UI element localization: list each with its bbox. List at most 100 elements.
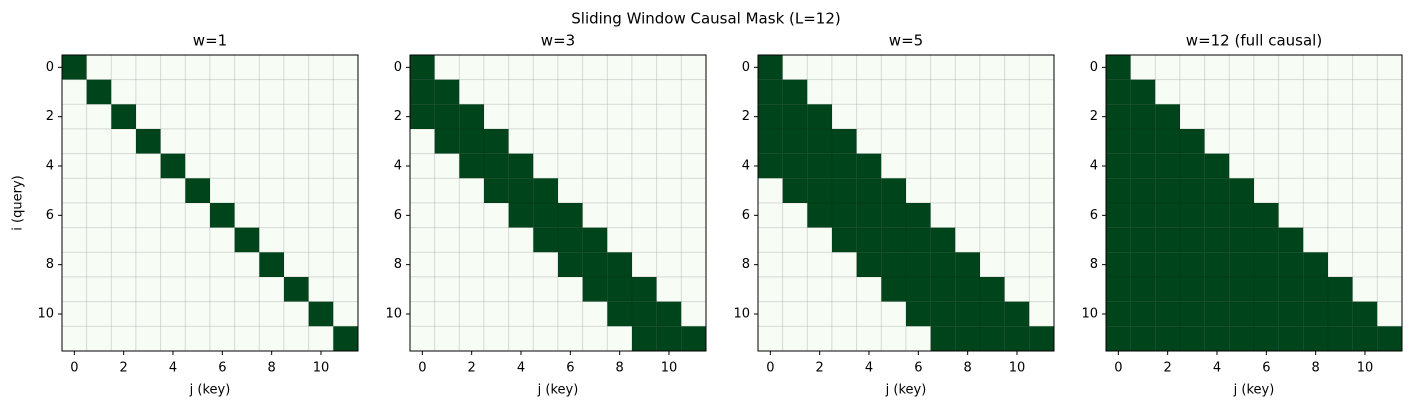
cell bbox=[782, 79, 808, 105]
cell bbox=[258, 128, 285, 155]
cell bbox=[1228, 325, 1255, 352]
cell bbox=[880, 79, 907, 105]
cell bbox=[1004, 325, 1030, 352]
x-tick-label: 2 bbox=[120, 361, 128, 376]
cell bbox=[680, 202, 707, 229]
cell bbox=[1278, 325, 1304, 352]
cell bbox=[483, 202, 510, 229]
cell bbox=[954, 79, 981, 105]
cell bbox=[110, 202, 137, 229]
cell bbox=[234, 153, 260, 179]
cell bbox=[1154, 202, 1181, 229]
cell bbox=[110, 276, 137, 303]
cell bbox=[905, 301, 932, 327]
cell bbox=[1179, 276, 1206, 303]
cell bbox=[1154, 227, 1181, 253]
cell bbox=[1179, 202, 1206, 229]
cell bbox=[258, 325, 285, 352]
cell bbox=[86, 251, 112, 278]
cell bbox=[409, 177, 436, 204]
cell bbox=[1004, 251, 1030, 278]
cell bbox=[905, 202, 932, 229]
cell bbox=[483, 153, 510, 179]
cell bbox=[110, 301, 137, 327]
cell bbox=[209, 301, 236, 327]
cell bbox=[508, 177, 534, 204]
cell bbox=[979, 301, 1006, 327]
cell bbox=[61, 276, 88, 303]
cell bbox=[557, 251, 584, 278]
cell bbox=[782, 54, 808, 81]
cell bbox=[508, 276, 534, 303]
cell bbox=[880, 103, 907, 130]
cell bbox=[979, 128, 1006, 155]
cell bbox=[508, 325, 534, 352]
cell bbox=[135, 202, 162, 229]
cell bbox=[135, 177, 162, 204]
cell bbox=[831, 251, 858, 278]
cell bbox=[880, 177, 907, 204]
cell bbox=[1204, 153, 1230, 179]
cell bbox=[856, 301, 882, 327]
cell bbox=[656, 103, 682, 130]
cell bbox=[483, 325, 510, 352]
cell bbox=[308, 128, 334, 155]
cell bbox=[880, 325, 907, 352]
cell bbox=[831, 153, 858, 179]
cell bbox=[1228, 251, 1255, 278]
cell bbox=[1302, 103, 1329, 130]
cell bbox=[1253, 227, 1280, 253]
cell bbox=[1105, 251, 1132, 278]
cell bbox=[806, 54, 833, 81]
x-tick-label: 0 bbox=[418, 361, 426, 376]
cell bbox=[1179, 177, 1206, 204]
cell bbox=[606, 301, 633, 327]
cell bbox=[61, 202, 88, 229]
cell bbox=[209, 79, 236, 105]
cell bbox=[234, 276, 260, 303]
cell bbox=[954, 128, 981, 155]
cell bbox=[656, 276, 682, 303]
cell bbox=[458, 251, 485, 278]
cell bbox=[308, 202, 334, 229]
axes-title: w=12 (full causal) bbox=[1186, 32, 1322, 50]
cell bbox=[954, 202, 981, 229]
cell bbox=[1228, 227, 1255, 253]
cell bbox=[1105, 227, 1132, 253]
cell bbox=[856, 79, 882, 105]
cell bbox=[631, 325, 658, 352]
cell bbox=[1327, 54, 1354, 81]
cell bbox=[606, 251, 633, 278]
cell bbox=[283, 202, 310, 229]
cell bbox=[880, 128, 907, 155]
axes-frame bbox=[409, 54, 707, 352]
cell bbox=[757, 128, 784, 155]
cell bbox=[1302, 325, 1329, 352]
x-tick-label: 4 bbox=[517, 361, 525, 376]
cell bbox=[1228, 103, 1255, 130]
cell bbox=[757, 54, 784, 81]
cell bbox=[483, 177, 510, 204]
cell bbox=[656, 251, 682, 278]
cell bbox=[184, 103, 211, 130]
cell bbox=[332, 276, 359, 303]
cell bbox=[1352, 153, 1378, 179]
cell bbox=[656, 79, 682, 105]
cell bbox=[905, 153, 932, 179]
cell bbox=[1004, 128, 1030, 155]
cell bbox=[434, 227, 460, 253]
cell bbox=[757, 325, 784, 352]
cell bbox=[1376, 202, 1403, 229]
cell bbox=[631, 276, 658, 303]
cell bbox=[258, 227, 285, 253]
cell bbox=[954, 227, 981, 253]
cell bbox=[160, 79, 186, 105]
x-axis-label: j (key) bbox=[537, 383, 579, 398]
cell bbox=[258, 103, 285, 130]
y-tick-label: 8 bbox=[1090, 257, 1098, 272]
cell bbox=[1253, 301, 1280, 327]
cell bbox=[409, 227, 436, 253]
cell bbox=[782, 202, 808, 229]
cell bbox=[409, 128, 436, 155]
cell bbox=[1327, 251, 1354, 278]
